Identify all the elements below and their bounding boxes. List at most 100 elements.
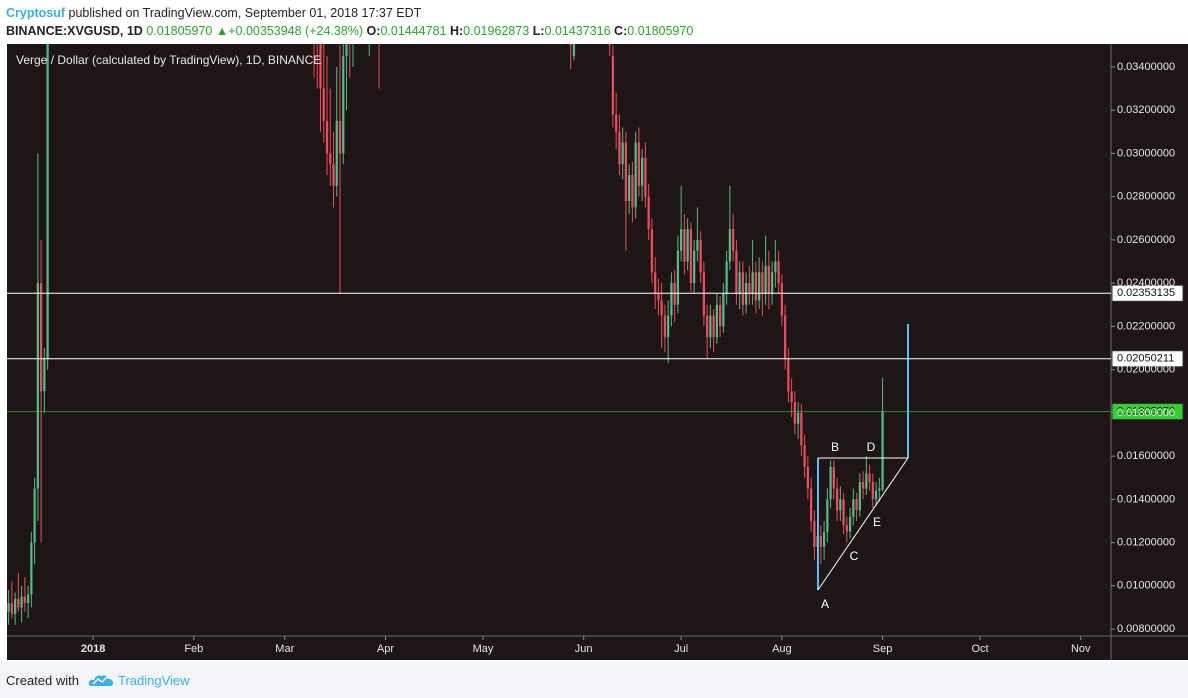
candle-body: [865, 473, 868, 489]
candle-body: [39, 283, 43, 392]
candle-body: [572, 44, 576, 57]
candle-body: [680, 229, 683, 251]
header: Cryptosuf published on TradingView.com, …: [6, 4, 693, 40]
y-tick-label: 0.02400000: [1117, 277, 1175, 289]
candle-body: [667, 315, 670, 338]
candle-body: [855, 499, 858, 511]
chart-background: [7, 44, 1188, 660]
candle-body: [43, 358, 46, 392]
candle-body: [36, 283, 40, 489]
candle-body: [881, 411, 884, 490]
y-tick-label: 0.01200000: [1117, 537, 1175, 549]
pattern-label: E: [873, 515, 881, 529]
candle-body: [46, 44, 49, 359]
candle-body: [660, 300, 663, 316]
x-tick-label: Jun: [575, 643, 593, 655]
candle-body: [637, 142, 641, 186]
candle-body: [774, 261, 777, 273]
candle-body: [861, 482, 865, 489]
candle-body: [793, 402, 796, 424]
pattern-label: A: [821, 597, 829, 611]
drawings: [817, 324, 909, 591]
published-info: published on TradingView.com, September …: [68, 6, 422, 20]
candle-body: [628, 175, 631, 201]
overlay: 0.02353135 0.02050211 0.01805970: [7, 284, 1184, 421]
x-tick-label: Feb: [184, 643, 203, 655]
candle-body: [17, 598, 20, 608]
x-tick-label: Mar: [275, 643, 294, 655]
candle-body: [634, 142, 637, 208]
price-label-box: [1111, 403, 1184, 421]
footer: Created with TradingView: [0, 662, 1188, 698]
candle-body: [722, 293, 725, 327]
candle-body: [10, 603, 14, 614]
candle-body: [803, 445, 806, 467]
ohlc-value: 0.01444781: [380, 24, 447, 38]
candle-body: [813, 520, 816, 547]
y-tick-label: 0.03000000: [1117, 147, 1175, 159]
x-tick-label: Jul: [674, 643, 688, 655]
candles: [7, 44, 884, 625]
y-tick-label: 0.01400000: [1117, 493, 1175, 505]
x-tick-label: Sep: [873, 643, 893, 655]
candle-body: [754, 272, 758, 301]
candle-body: [858, 482, 861, 511]
candle-body: [13, 598, 17, 614]
candle-body: [696, 239, 699, 251]
last-price: 0.01805970: [146, 24, 213, 38]
brand[interactable]: TradingView: [118, 673, 190, 688]
y-tick-label: 0.01600000: [1117, 450, 1175, 462]
y-tick-label: 0.02000000: [1117, 364, 1175, 376]
candle-body: [608, 44, 611, 46]
ohlc-label: O:: [366, 24, 381, 38]
candle-body: [618, 131, 621, 165]
candle-body: [787, 358, 790, 392]
candle-body: [319, 44, 322, 89]
candle-body: [852, 499, 855, 517]
candle-body: [819, 536, 822, 547]
x-tick-label: Oct: [971, 643, 988, 655]
candle-body: [809, 488, 813, 521]
ohlc-label: C:: [614, 24, 628, 38]
candle-body: [796, 412, 800, 424]
candle-body: [686, 229, 689, 262]
candle-body: [757, 272, 761, 301]
candle-body: [735, 250, 738, 294]
candle-body: [624, 142, 628, 201]
candle-body: [848, 516, 852, 532]
candle-body: [26, 594, 30, 604]
candle-body: [702, 272, 706, 316]
symbol: BINANCE:XVGUSD, 1D: [6, 24, 143, 38]
candle-body: [871, 482, 874, 500]
candle-body: [569, 44, 572, 46]
candle-body: [783, 315, 787, 359]
candle-body: [7, 603, 10, 612]
chart-title: Verge / Dollar (calculated by TradingVie…: [16, 53, 321, 67]
price-label: 0.01805970: [1117, 405, 1175, 417]
candle-body: [670, 283, 673, 316]
author[interactable]: Cryptosuf: [6, 6, 66, 20]
y-tick-label: 0.02200000: [1117, 320, 1175, 332]
candle-body: [699, 239, 702, 273]
candle-body: [332, 164, 335, 186]
price-label: 0.02353135: [1117, 287, 1175, 299]
ohlc-label: L:: [532, 24, 545, 38]
candle-body: [748, 283, 751, 294]
ohlc-value: 0.01805970: [627, 24, 694, 38]
price-label-box: [1111, 284, 1184, 302]
pattern-label: C: [850, 549, 859, 563]
candle-body: [709, 315, 712, 338]
y-tick-label: 0.02600000: [1117, 234, 1175, 246]
candle-body: [874, 490, 878, 500]
candle-body: [338, 120, 342, 154]
candle-body: [683, 229, 686, 262]
candle-body: [741, 272, 745, 305]
pattern-label: D: [867, 440, 876, 454]
candle-body: [30, 542, 33, 595]
candle-body: [325, 120, 329, 154]
candle-body: [829, 466, 832, 500]
candle-body: [744, 283, 748, 305]
x-tick-label: Nov: [1071, 643, 1091, 655]
created-with: Created with: [6, 673, 79, 688]
candle-body: [822, 531, 826, 547]
